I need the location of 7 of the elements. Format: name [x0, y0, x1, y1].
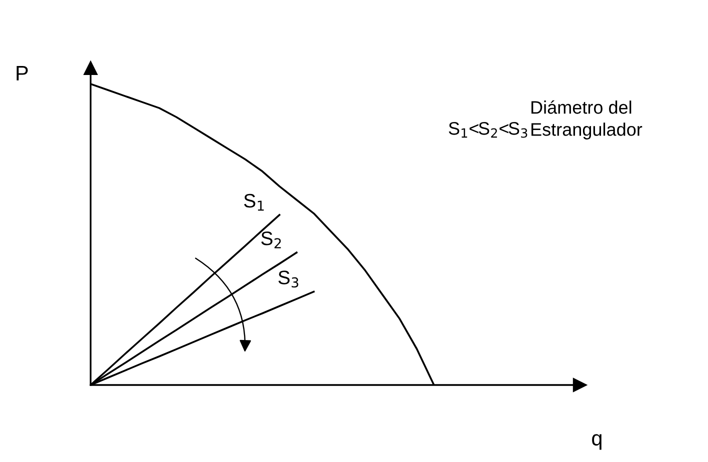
- annotation: Diámetro del Estrangulador: [531, 100, 642, 140]
- annotation: S$_{1}$<S$_{2}$<S$_{3}$: [448, 122, 528, 138]
- series-label: S$_{2}$: [261, 231, 281, 248]
- series-label: S$_{3}$: [278, 270, 298, 288]
- x-axis-title: q: [592, 434, 602, 450]
- y-axis-title: P: [16, 66, 28, 80]
- series-label: S$_{1}$: [244, 194, 264, 211]
